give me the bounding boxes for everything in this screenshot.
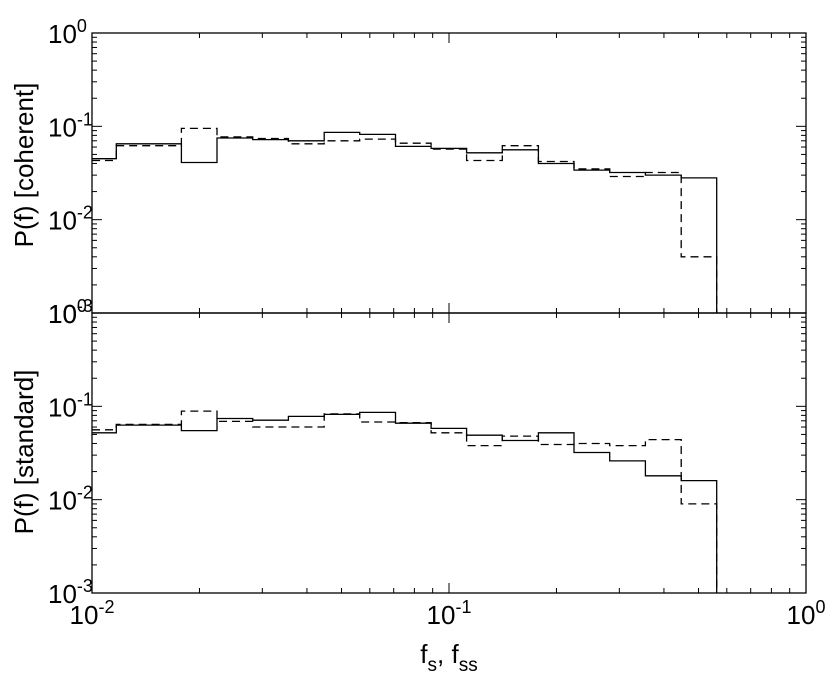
ylabel-bottom: P(f) [standard] [9, 370, 39, 535]
series-solid-bottom [92, 411, 718, 593]
series-solid-top [92, 131, 718, 313]
y-tick-label-bottom: 10-1 [48, 389, 93, 422]
plot-frame-top [91, 32, 807, 314]
ylabel-top: P(f) [coherent] [9, 83, 39, 248]
x-axis-label-sub-s: s [428, 655, 438, 676]
x-tick-label: 10-1 [427, 597, 472, 630]
y-tick-label-top: 10-1 [48, 109, 93, 142]
x-axis-label-sep: , f [437, 639, 459, 669]
y-tick-label-bottom: 10-2 [48, 483, 93, 516]
series-dashed-bottom [92, 410, 718, 593]
x-axis-label: fs, fss [420, 639, 477, 676]
y-tick-label-top: 100 [48, 16, 87, 49]
series-dashed-top [92, 127, 718, 313]
x-tick-label: 100 [787, 597, 826, 630]
y-tick-label-top: 10-2 [48, 203, 93, 236]
x-axis-label-main: f [420, 639, 428, 669]
x-axis-label-sub-ss: ss [459, 655, 478, 676]
y-tick-label-bottom: 10-3 [48, 576, 93, 609]
panel-top: P(f) [coherent] 10-3 10-2 10-1 100 [9, 16, 807, 329]
x-tick-label: 10-2 [70, 597, 115, 630]
y-tick-label-bottom: 100 [48, 296, 87, 329]
y-tick-label-top: 10-3 [48, 296, 93, 329]
panel-bottom: P(f) [standard] 10-3 10-2 10-1 100 [9, 296, 807, 609]
plot-frame-bottom [91, 312, 807, 594]
